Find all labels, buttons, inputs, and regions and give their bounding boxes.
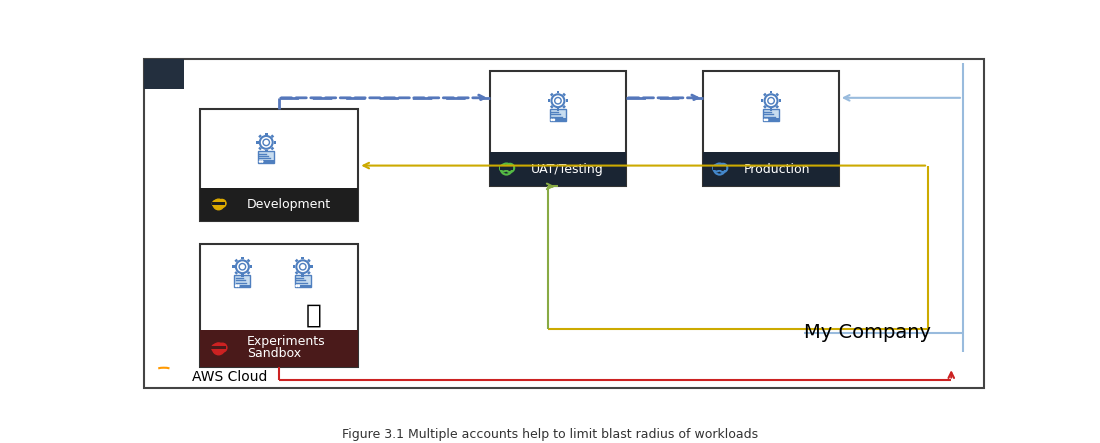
Text: 💥: 💥: [306, 303, 322, 329]
FancyBboxPatch shape: [763, 109, 779, 121]
Text: Development: Development: [248, 198, 331, 211]
Bar: [779, 99, 781, 102]
Bar: [310, 265, 312, 268]
Bar: [301, 257, 305, 259]
Text: My Company: My Company: [804, 323, 931, 342]
Circle shape: [764, 119, 766, 120]
Text: Figure 3.1 Multiple accounts help to limit blast radius of workloads: Figure 3.1 Multiple accounts help to lim…: [342, 428, 758, 441]
Text: Sandbox: Sandbox: [248, 347, 301, 360]
Bar: [301, 274, 305, 276]
Bar: [763, 93, 767, 97]
FancyBboxPatch shape: [258, 151, 274, 163]
Bar: [557, 91, 560, 93]
Text: Experiments: Experiments: [248, 335, 326, 348]
Bar: [550, 118, 566, 121]
Bar: [199, 330, 359, 367]
Text: AWS Cloud: AWS Cloud: [191, 370, 267, 385]
Circle shape: [767, 119, 768, 120]
Bar: [241, 274, 244, 276]
Bar: [770, 108, 772, 111]
Circle shape: [551, 119, 552, 120]
Circle shape: [212, 343, 224, 355]
Circle shape: [235, 285, 236, 287]
Bar: [265, 150, 267, 152]
Bar: [713, 166, 726, 170]
Circle shape: [213, 199, 224, 210]
Bar: [499, 166, 513, 170]
Bar: [250, 265, 252, 268]
Text: Production: Production: [744, 163, 811, 175]
Bar: [548, 99, 550, 102]
Bar: [199, 109, 359, 221]
Bar: [271, 134, 274, 138]
Bar: [565, 99, 568, 102]
Circle shape: [298, 285, 299, 287]
Bar: [234, 284, 251, 287]
Bar: [295, 284, 311, 287]
Circle shape: [296, 285, 297, 287]
Bar: [763, 105, 767, 109]
Circle shape: [218, 343, 227, 352]
Bar: [763, 118, 779, 121]
Circle shape: [262, 161, 263, 162]
Bar: [562, 105, 566, 109]
Bar: [258, 134, 262, 138]
Bar: [199, 244, 359, 367]
Bar: [293, 265, 295, 268]
Bar: [212, 202, 226, 205]
Bar: [241, 257, 244, 259]
Circle shape: [260, 161, 261, 162]
Bar: [234, 271, 238, 275]
Bar: [557, 108, 560, 111]
Text: UAT/Testing: UAT/Testing: [531, 163, 604, 175]
Bar: [271, 147, 274, 150]
Text: aws: aws: [153, 372, 175, 382]
Bar: [258, 160, 274, 163]
Bar: [550, 105, 553, 109]
Bar: [211, 346, 226, 350]
Circle shape: [212, 201, 219, 207]
Bar: [274, 141, 276, 144]
Bar: [761, 99, 763, 102]
Circle shape: [238, 285, 239, 287]
Bar: [295, 259, 298, 262]
Bar: [295, 271, 298, 275]
Bar: [776, 105, 779, 109]
FancyBboxPatch shape: [295, 275, 311, 287]
Bar: [550, 93, 553, 97]
Bar: [703, 152, 839, 187]
Bar: [770, 91, 772, 93]
Circle shape: [553, 119, 554, 120]
FancyBboxPatch shape: [550, 109, 566, 121]
Bar: [307, 259, 311, 262]
Bar: [246, 271, 251, 275]
Bar: [144, 59, 184, 89]
Bar: [246, 259, 251, 262]
Bar: [491, 71, 626, 187]
Bar: [562, 93, 566, 97]
Bar: [232, 265, 234, 268]
Bar: [703, 71, 839, 187]
Bar: [776, 93, 779, 97]
Bar: [256, 141, 258, 144]
Bar: [307, 271, 311, 275]
Bar: [265, 132, 267, 135]
Circle shape: [218, 199, 226, 207]
Bar: [199, 188, 359, 221]
Circle shape: [211, 344, 219, 351]
Bar: [258, 147, 262, 150]
Bar: [234, 259, 238, 262]
Bar: [491, 152, 626, 187]
FancyBboxPatch shape: [234, 275, 251, 287]
